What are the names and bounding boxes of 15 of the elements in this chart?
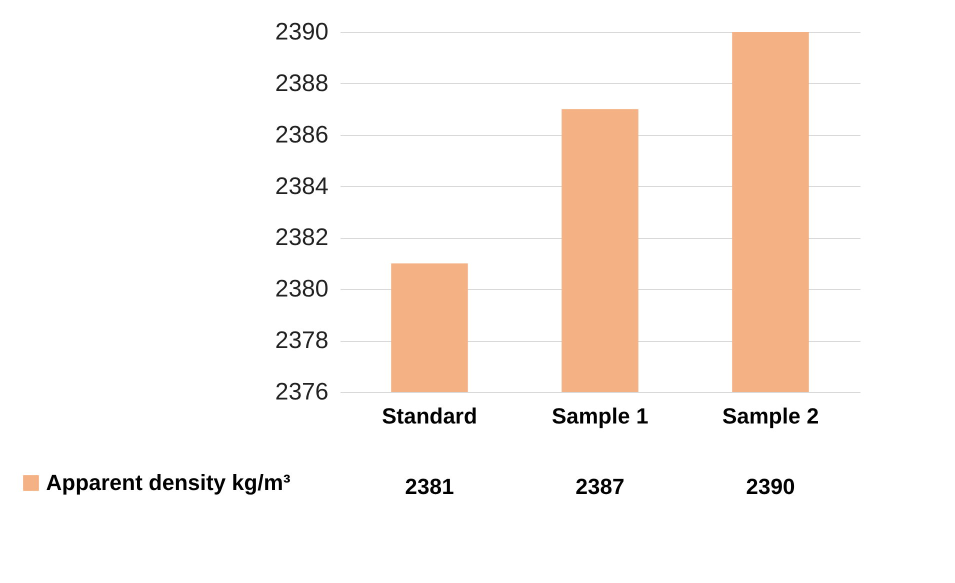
y-tick-label: 2378 [275,327,328,354]
y-tick-label: 2380 [275,276,328,303]
legend-label: Apparent density kg/m³ [46,470,290,495]
y-tick-label: 2388 [275,70,328,97]
y-tick-label: 2384 [275,172,328,200]
y-tick-label: 2382 [275,224,328,252]
data-label: 2381 [405,474,454,499]
x-tick-label: Sample 2 [722,404,819,428]
y-tick-label: 2386 [275,121,328,148]
y-tick-label: 2390 [275,18,328,46]
x-tick-label: Standard [382,404,478,428]
x-tick-label: Sample 1 [552,404,648,428]
data-label: 2390 [746,474,795,499]
y-tick-label: 2376 [275,378,328,406]
data-label: 2387 [576,474,624,499]
